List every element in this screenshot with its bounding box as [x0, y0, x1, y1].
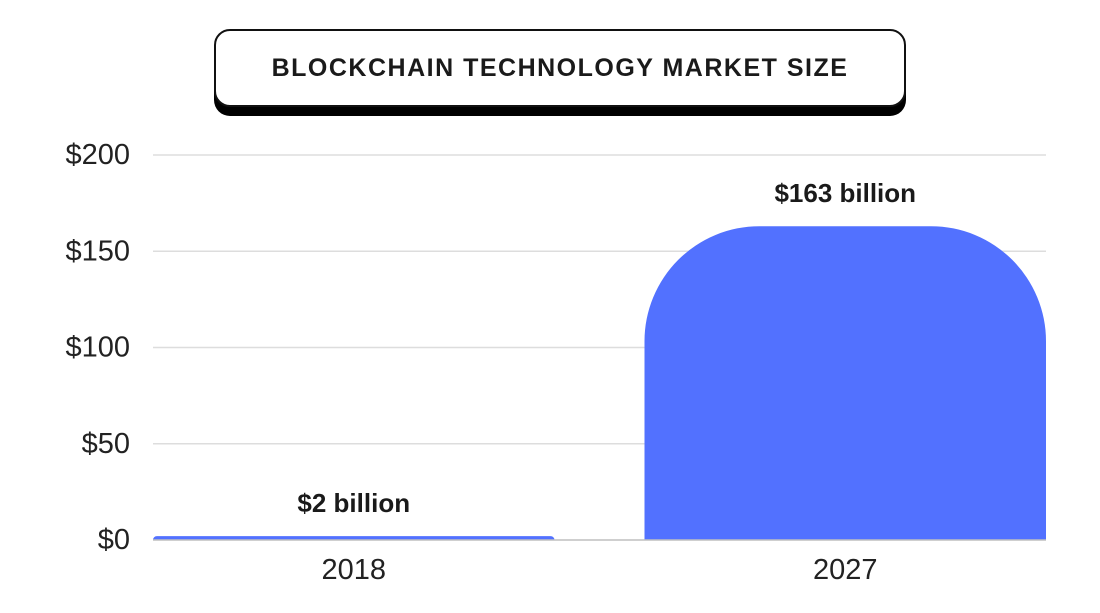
y-tick-label: $0: [98, 524, 130, 556]
chart-title-box: BLOCKCHAIN TECHNOLOGY MARKET SIZE: [214, 29, 906, 107]
data-label: $2 billion: [297, 488, 410, 518]
data-labels: $2 billion $163 billion: [297, 178, 916, 518]
y-tick-label: $100: [65, 332, 130, 364]
y-tick-label: $150: [65, 235, 130, 267]
chart-title-container: BLOCKCHAIN TECHNOLOGY MARKET SIZE: [214, 29, 910, 118]
data-label: $163 billion: [774, 178, 916, 208]
x-tick-label: 2027: [813, 554, 878, 586]
bars: [153, 226, 1046, 540]
x-tick-label: 2018: [321, 554, 386, 586]
y-tick-label: $200: [65, 139, 130, 171]
bar-2018: [153, 536, 555, 540]
chart-title: BLOCKCHAIN TECHNOLOGY MARKET SIZE: [271, 53, 849, 82]
bar-2027: [644, 226, 1046, 540]
y-tick-label: $50: [82, 428, 130, 460]
y-axis-ticks: $0 $50 $100 $150 $200: [65, 139, 130, 556]
x-axis-ticks: 2018 2027: [321, 554, 877, 586]
